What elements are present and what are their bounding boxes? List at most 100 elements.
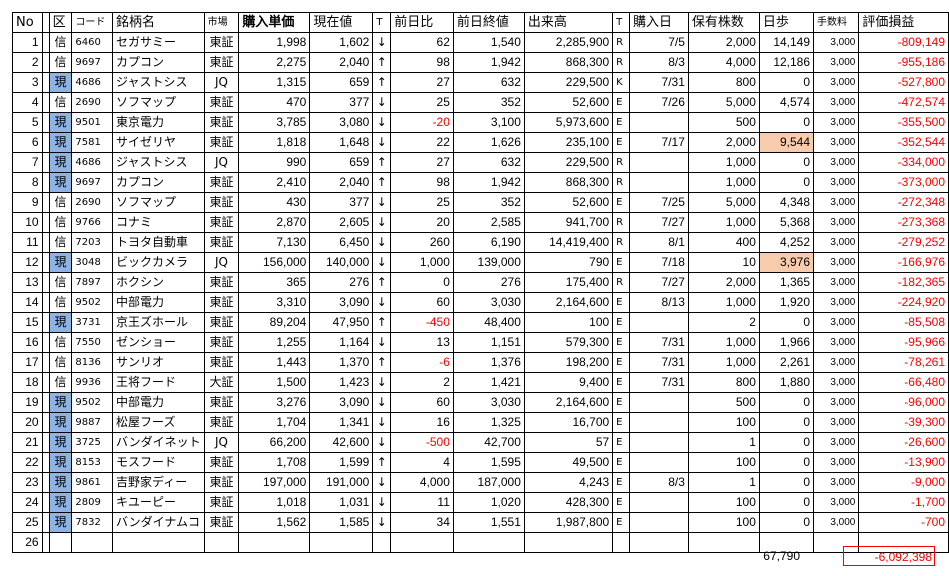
cell-current[interactable]: 1,031 <box>309 492 374 513</box>
cell-buy-price[interactable]: 990 <box>238 152 311 173</box>
cell-change[interactable]: 2 <box>390 372 454 393</box>
cell-spacer[interactable] <box>41 532 50 553</box>
col-header-kind[interactable]: 区 <box>48 12 73 33</box>
cell-fee[interactable]: 3,000 <box>813 392 860 413</box>
cell-current[interactable]: 42,600 <box>309 432 374 453</box>
cell-fee[interactable]: 3,000 <box>813 272 860 293</box>
cell-no[interactable]: 1 <box>12 32 43 53</box>
cell-market[interactable]: 東証 <box>203 232 240 253</box>
cell-market[interactable]: 東証 <box>203 32 240 53</box>
cell-type[interactable]: R <box>612 232 630 253</box>
cell-prev-close[interactable]: 48,400 <box>452 312 525 333</box>
cell-days[interactable]: 0 <box>758 432 815 453</box>
cell-code[interactable]: 9887 <box>71 412 114 433</box>
cell-buy-date[interactable]: 7/26 <box>628 92 689 113</box>
cell-prev-close[interactable] <box>452 532 525 553</box>
cell-type[interactable]: E <box>612 372 630 393</box>
total-pl[interactable]: -6,092,398 <box>843 546 935 566</box>
cell-type[interactable]: E <box>612 432 630 453</box>
cell-trend[interactable]: ↓ <box>372 92 392 113</box>
cell-current[interactable]: 377 <box>309 192 374 213</box>
cell-buy-price[interactable]: 1,018 <box>238 492 311 513</box>
cell-change[interactable]: 25 <box>390 192 454 213</box>
cell-pl[interactable]: -809,149 <box>858 32 949 53</box>
cell-buy-date[interactable]: 8/13 <box>628 292 689 313</box>
cell-change[interactable] <box>390 532 454 553</box>
cell-buy-price[interactable]: 1,818 <box>238 132 311 153</box>
col-header-trend[interactable]: T <box>372 12 392 33</box>
cell-no[interactable]: 15 <box>12 312 43 333</box>
cell-spacer[interactable] <box>41 352 50 373</box>
cell-volume[interactable]: 198,200 <box>523 352 614 373</box>
cell-no[interactable]: 25 <box>12 512 43 533</box>
cell-no[interactable]: 22 <box>12 452 43 473</box>
cell-name[interactable]: ジャストシス <box>112 72 205 93</box>
cell-type[interactable]: K <box>612 72 630 93</box>
cell-spacer[interactable] <box>41 312 50 333</box>
cell-pl[interactable]: -527,800 <box>858 72 949 93</box>
cell-current[interactable]: 659 <box>309 152 374 173</box>
cell-buy-date[interactable]: 7/18 <box>628 252 689 273</box>
cell-pl[interactable]: -96,000 <box>858 392 949 413</box>
cell-pl[interactable]: -373,000 <box>858 172 949 193</box>
cell-current[interactable]: 3,080 <box>309 112 374 133</box>
cell-shares[interactable]: 5,000 <box>687 92 760 113</box>
col-header-buy-date[interactable]: 購入日 <box>628 12 689 33</box>
cell-trend[interactable]: ↓ <box>372 372 392 393</box>
cell-buy-date[interactable]: 8/3 <box>628 52 689 73</box>
cell-change[interactable]: 98 <box>390 172 454 193</box>
cell-code[interactable]: 4686 <box>71 72 114 93</box>
cell-trend[interactable]: ↓ <box>372 292 392 313</box>
cell-spacer[interactable] <box>41 192 50 213</box>
cell-buy-date[interactable]: 7/27 <box>628 212 689 233</box>
cell-name[interactable]: 中部電力 <box>112 392 205 413</box>
cell-shares[interactable]: 1,000 <box>687 152 760 173</box>
cell-kind[interactable]: 現 <box>48 172 73 193</box>
cell-days[interactable]: 0 <box>758 392 815 413</box>
cell-name[interactable]: セガサミー <box>112 32 205 53</box>
cell-trend[interactable]: ↓ <box>372 252 392 273</box>
cell-no[interactable]: 17 <box>12 352 43 373</box>
cell-type[interactable]: R <box>612 32 630 53</box>
cell-name[interactable]: 吉野家ディー <box>112 472 205 493</box>
cell-fee[interactable]: 3,000 <box>813 112 860 133</box>
col-header-market[interactable]: 市場 <box>203 12 240 33</box>
cell-fee[interactable]: 3,000 <box>813 492 860 513</box>
cell-spacer[interactable] <box>41 492 50 513</box>
cell-code[interactable]: 7203 <box>71 232 114 253</box>
cell-change[interactable]: -6 <box>390 352 454 373</box>
cell-buy-date[interactable] <box>628 312 689 333</box>
cell-buy-price[interactable]: 365 <box>238 272 311 293</box>
cell-kind[interactable]: 現 <box>48 452 73 473</box>
cell-pl[interactable]: -26,600 <box>858 432 949 453</box>
cell-pl[interactable]: -13,900 <box>858 452 949 473</box>
cell-change[interactable]: 25 <box>390 92 454 113</box>
cell-spacer[interactable] <box>41 152 50 173</box>
cell-days[interactable]: 0 <box>758 172 815 193</box>
cell-kind[interactable] <box>48 532 73 553</box>
cell-type[interactable]: E <box>612 252 630 273</box>
cell-market[interactable] <box>203 532 240 553</box>
cell-volume[interactable]: 428,300 <box>523 492 614 513</box>
cell-buy-date[interactable]: 7/31 <box>628 352 689 373</box>
cell-trend[interactable] <box>372 532 392 553</box>
cell-type[interactable]: R <box>612 172 630 193</box>
cell-name[interactable]: コナミ <box>112 212 205 233</box>
cell-code[interactable]: 8136 <box>71 352 114 373</box>
cell-pl[interactable]: -78,261 <box>858 352 949 373</box>
cell-kind[interactable]: 信 <box>48 332 73 353</box>
cell-prev-close[interactable]: 1,151 <box>452 332 525 353</box>
cell-type[interactable]: E <box>612 292 630 313</box>
cell-spacer[interactable] <box>41 512 50 533</box>
cell-current[interactable]: 1,648 <box>309 132 374 153</box>
cell-no[interactable]: 4 <box>12 92 43 113</box>
cell-buy-date[interactable]: 7/25 <box>628 192 689 213</box>
cell-change[interactable]: 60 <box>390 392 454 413</box>
cell-market[interactable]: 東証 <box>203 272 240 293</box>
cell-buy-date[interactable]: 8/3 <box>628 472 689 493</box>
cell-days[interactable]: 4,574 <box>758 92 815 113</box>
col-header-shares[interactable]: 保有株数 <box>687 12 760 33</box>
cell-fee[interactable]: 3,000 <box>813 92 860 113</box>
cell-buy-price[interactable]: 156,000 <box>238 252 311 273</box>
cell-type[interactable]: E <box>612 412 630 433</box>
